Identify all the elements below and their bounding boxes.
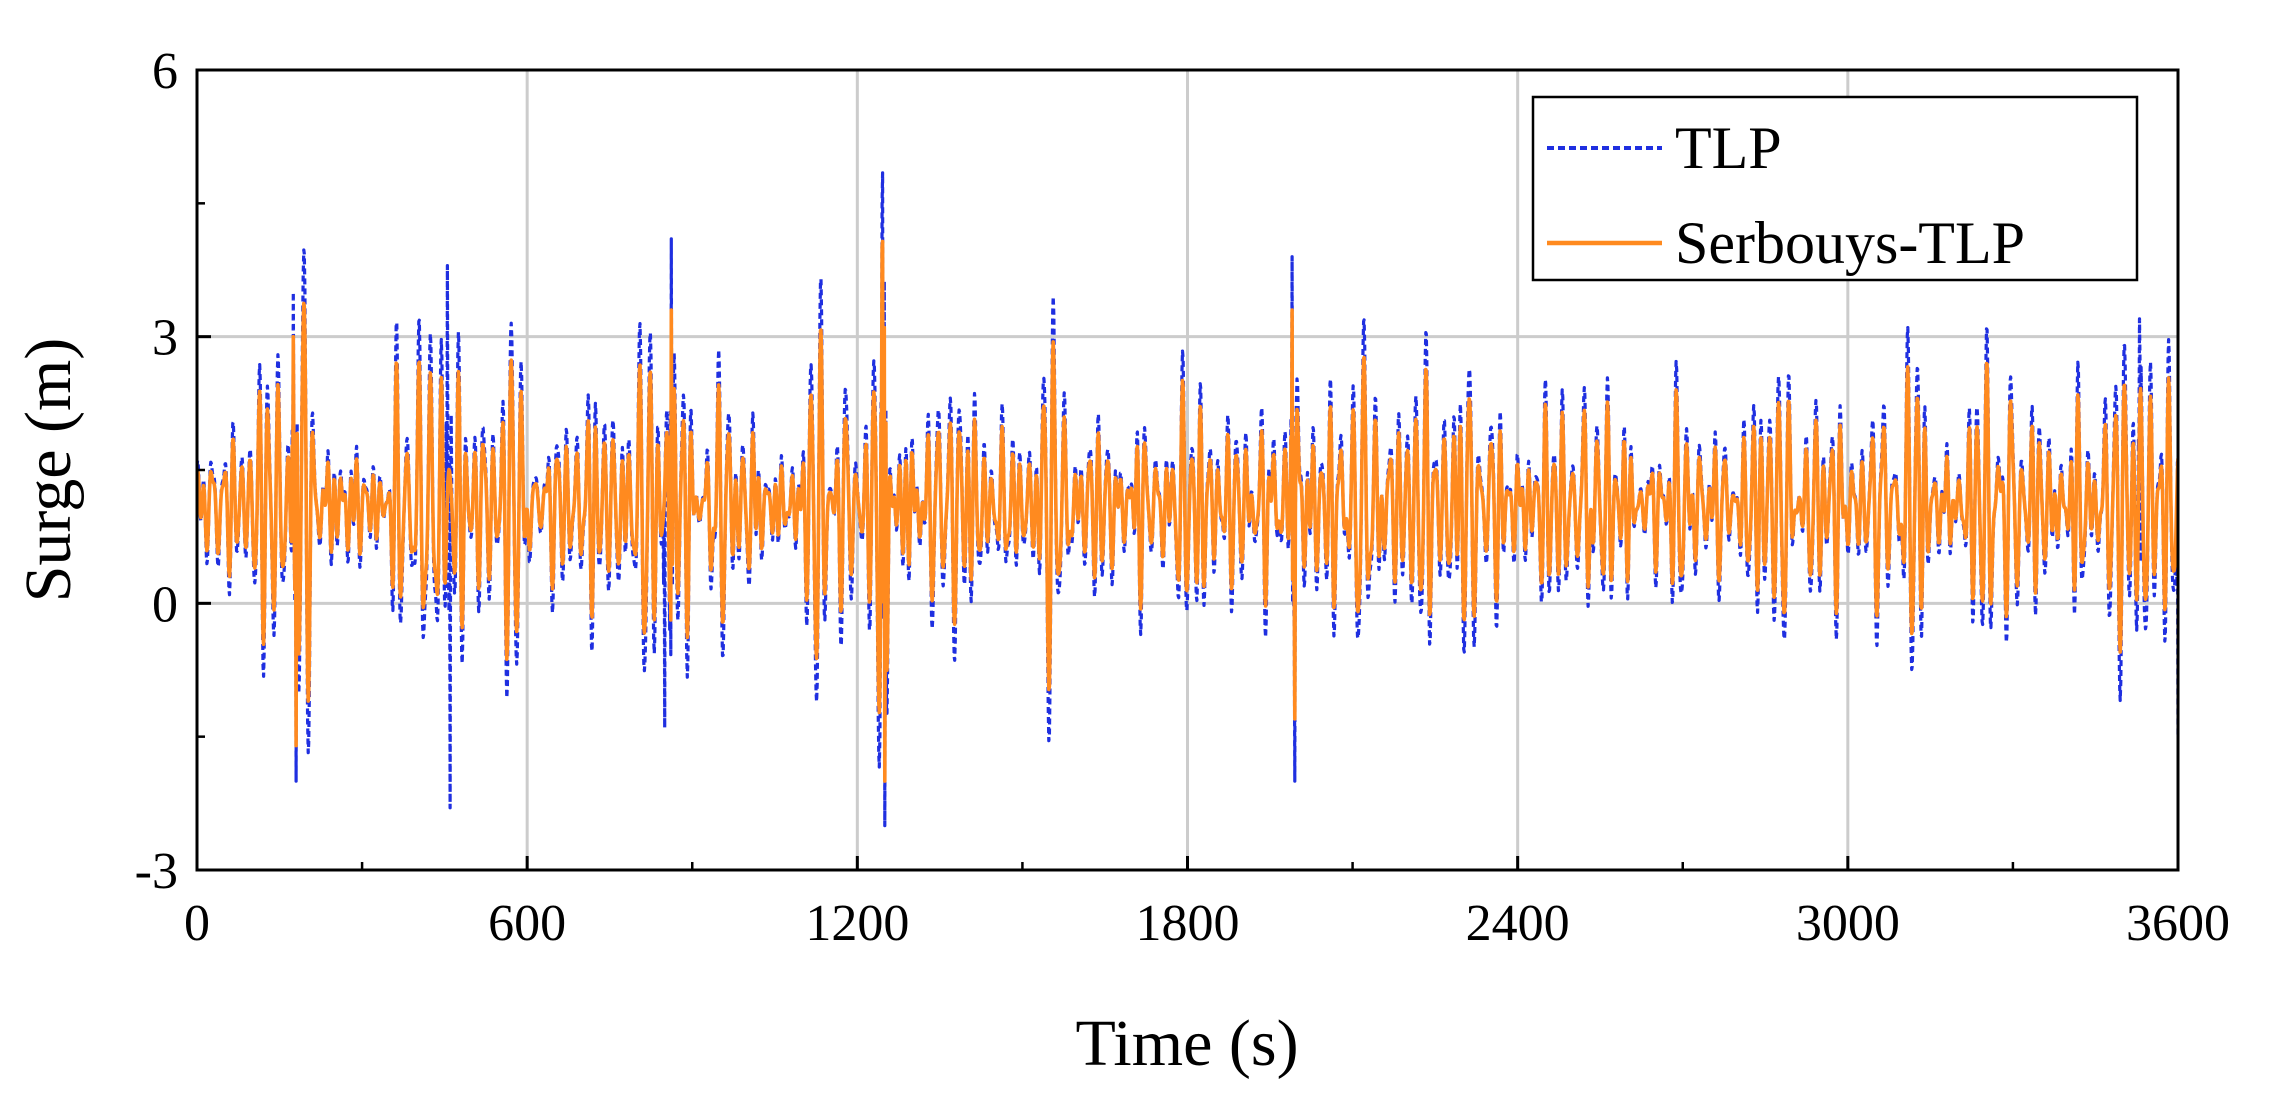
- y-tick-label--3: -3: [135, 843, 178, 900]
- x-tick-label-2400: 2400: [1466, 895, 1570, 952]
- plot-area: [197, 171, 2178, 828]
- legend-box: [1531, 95, 2139, 282]
- y-tick-label-0: 0: [152, 576, 178, 633]
- y-axis-title: Surge (m): [12, 338, 85, 603]
- x-tick-label-3000: 3000: [1796, 895, 1900, 952]
- x-tick-label-1200: 1200: [805, 895, 909, 952]
- series-line-serbouys-tlp: [197, 239, 2178, 783]
- x-axis-title: Time (s): [1075, 1007, 1298, 1080]
- legend: TLP Serbouys-TLP: [1531, 95, 2139, 282]
- legend-label-serbouys-tlp: Serbouys-TLP: [1675, 210, 2025, 276]
- x-tick-label-0: 0: [184, 895, 210, 952]
- x-tick-label-1800: 1800: [1136, 895, 1240, 952]
- y-tick-label-3: 3: [152, 310, 178, 367]
- x-tick-label-3600: 3600: [2126, 895, 2230, 952]
- x-tick-label-600: 600: [488, 895, 566, 952]
- legend-label-tlp: TLP: [1675, 115, 1782, 181]
- axis-ticks: [195, 68, 2180, 872]
- y-tick-label-6: 6: [152, 43, 178, 100]
